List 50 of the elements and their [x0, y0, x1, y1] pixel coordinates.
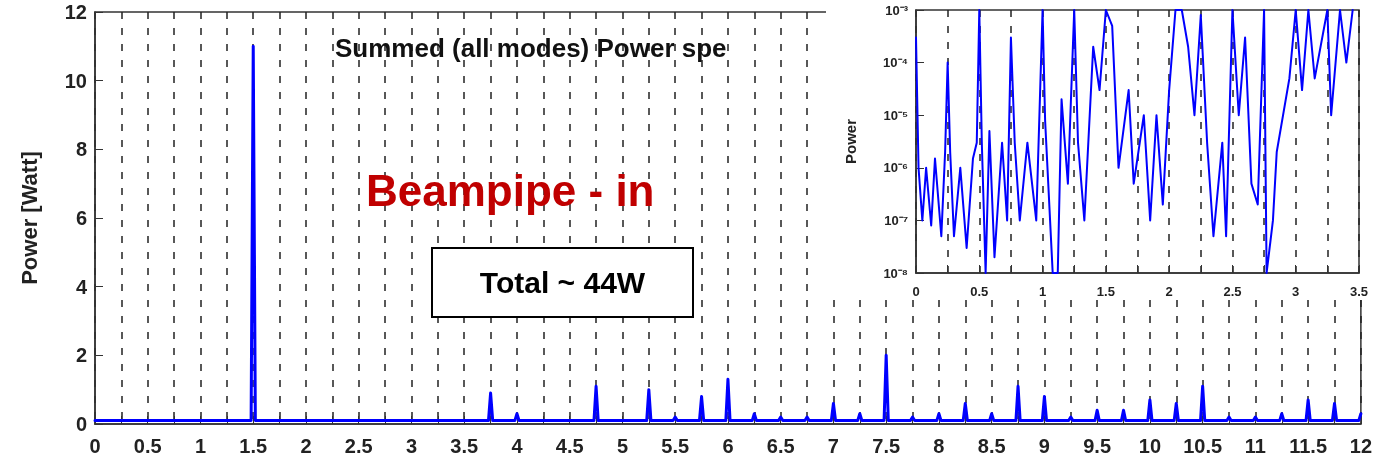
y-tick-label: 10⁻⁶ — [883, 160, 909, 176]
x-tick-label: 2.5 — [344, 435, 373, 457]
x-tick-label: 6.5 — [766, 435, 795, 457]
y-tick-label: 6 — [75, 207, 87, 229]
y-tick-label: 10⁻⁵ — [883, 107, 908, 123]
x-tick-label: 3.5 — [1349, 284, 1369, 299]
boxed-note: Total ~ 44W — [431, 247, 694, 318]
y-tick-label: 10⁻⁸ — [883, 265, 908, 281]
x-tick-label: 10 — [1138, 435, 1162, 457]
y-axis-title: Power [Watt] — [16, 151, 42, 285]
x-tick-label: 3 — [405, 435, 418, 457]
x-tick-label: 9 — [1038, 435, 1050, 457]
x-tick-label: 7.5 — [872, 435, 901, 457]
y-axis-title: Power — [842, 118, 859, 165]
x-tick-label: 11.5 — [1289, 435, 1328, 457]
x-tick-label: 0 — [912, 284, 920, 299]
x-tick-label: 8 — [933, 435, 945, 457]
y-tick-label: 12 — [64, 1, 87, 23]
annotation: Beampipe - in — [366, 165, 655, 215]
text: Summed (all modes) Power spe — [335, 33, 727, 63]
y-tick-label: 0 — [75, 413, 87, 435]
x-tick-label: 2.5 — [1223, 284, 1242, 299]
x-tick-label: 1 — [1038, 284, 1047, 299]
x-tick-label: 0.5 — [970, 284, 989, 299]
x-tick-label: 2 — [300, 435, 312, 457]
x-tick-label: 1 — [194, 435, 207, 457]
y-tick-label: 8 — [75, 138, 87, 161]
x-tick-label: 1.5 — [1096, 284, 1115, 299]
x-tick-label: 5.5 — [661, 435, 690, 457]
x-tick-label: 7 — [827, 435, 839, 457]
x-tick-label: 3.5 — [450, 435, 479, 457]
x-tick-label: 11 — [1244, 435, 1266, 457]
y-tick-label: 10⁻⁴ — [883, 55, 908, 71]
y-tick-label: 10⁻⁷ — [884, 212, 908, 228]
y-tick-label: 10⁻³ — [885, 2, 909, 18]
y-tick-label: 10 — [64, 69, 87, 92]
x-tick-label: 2 — [1165, 284, 1173, 299]
x-tick-label: 8.5 — [977, 435, 1006, 457]
x-tick-label: 0 — [89, 435, 101, 457]
x-tick-label: 3 — [1292, 284, 1300, 299]
x-tick-label: 9.5 — [1083, 435, 1112, 457]
x-tick-label: 0.5 — [133, 435, 162, 457]
x-tick-label: 4.5 — [555, 435, 584, 457]
x-tick-label: 1.5 — [239, 435, 268, 457]
x-tick-label: 10.5 — [1183, 435, 1223, 457]
y-tick-label: 2 — [75, 344, 87, 367]
x-tick-label: 12 — [1349, 435, 1372, 457]
x-tick-label: 4 — [511, 435, 524, 457]
x-tick-label: 5 — [616, 435, 629, 457]
x-tick-label: 6 — [722, 435, 734, 457]
